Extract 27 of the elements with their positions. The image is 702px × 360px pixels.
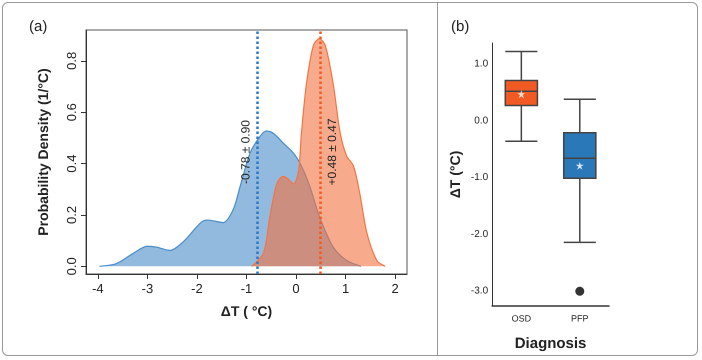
x-tick-label: OSD: [512, 314, 532, 324]
y-tick-label: 1.0: [474, 58, 489, 70]
y-tick-label: 0.0: [474, 115, 489, 126]
y-tick-label: 0.0: [64, 257, 79, 276]
ref-line-label: +0.48 ± 0.47: [324, 118, 339, 186]
ref-line-label: -0.78 ± 0.90: [238, 120, 252, 184]
x-tick-label: -2: [191, 281, 203, 296]
x-tick-label: -4: [92, 281, 104, 296]
x-tick-label: -1: [240, 281, 252, 296]
y-tick-label: 0.6: [64, 103, 79, 122]
y-tick-label: 0.8: [64, 52, 79, 70]
y-tick-label: -3.0: [470, 286, 489, 297]
y-axis-title: ΔT (°C): [447, 150, 464, 198]
x-tick-label: 1: [342, 281, 350, 296]
x-axis-title: ΔT ( °C): [220, 303, 272, 319]
x-tick-label: 2: [391, 281, 399, 296]
x-tick-label: -3: [142, 281, 154, 296]
y-tick-label: 0.2: [64, 206, 79, 224]
y-tick-label: -1.0: [470, 172, 489, 184]
chart-title: (a): [29, 18, 48, 35]
y-tick-label: -2.0: [470, 228, 489, 240]
x-tick-label: PFP: [571, 314, 589, 324]
y-tick-label: 0.4: [64, 154, 79, 173]
x-axis-title: Diagnosis: [514, 335, 586, 352]
x-tick-label: 0: [292, 281, 300, 296]
y-axis-title: Probability Density (1/°C): [35, 68, 51, 236]
chart-title: (b): [451, 18, 470, 35]
